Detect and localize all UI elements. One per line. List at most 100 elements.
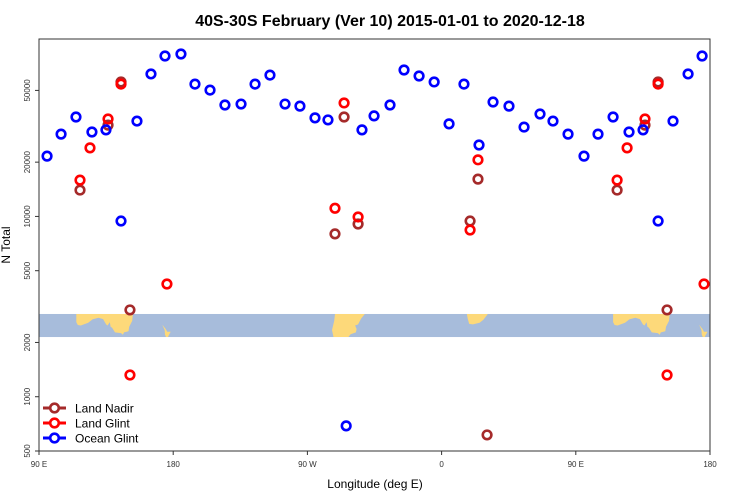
chart-title: 40S-30S February (Ver 10) 2015-01-01 to … — [195, 13, 585, 30]
ocean-glint-point — [131, 115, 143, 127]
land-glint-point — [639, 113, 651, 125]
x-tick-label: 0 — [439, 460, 444, 469]
ocean-glint-point — [322, 114, 334, 126]
land-nadir-point — [74, 184, 86, 196]
ocean-glint-point — [398, 64, 410, 76]
ocean-glint-point — [667, 115, 679, 127]
land-nadir-point — [338, 111, 350, 123]
legend-label: Land Glint — [75, 417, 130, 431]
ocean-glint-point — [607, 111, 619, 123]
legend-marker — [48, 417, 61, 429]
new-zealand-land — [698, 324, 708, 337]
land-nadir-point — [472, 173, 484, 185]
x-axis-label: Longitude (deg E) — [327, 477, 422, 491]
ocean-glint-point — [473, 139, 485, 151]
ocean-glint-point — [623, 126, 635, 138]
land-glint-point — [661, 369, 673, 381]
ocean-glint-point — [189, 78, 201, 90]
axes: 90 E 180 90 W 0 90 E 180 500 1000 2000 5000 10000 2… — [23, 38, 717, 469]
land-nadir-point — [352, 218, 364, 230]
legend-label: Ocean Glint — [75, 432, 139, 446]
ocean-glint-point — [503, 100, 515, 112]
ocean-glint-point — [235, 98, 247, 110]
y-tick-label: 50000 — [23, 79, 32, 102]
ocean-glint-point — [309, 112, 321, 124]
land-glint-point — [698, 278, 710, 290]
ocean-glint-point — [356, 124, 368, 136]
ocean-glint-point — [340, 420, 352, 432]
y-tick-label: 1000 — [23, 387, 32, 405]
ocean-glint-point — [413, 70, 425, 82]
ocean-glint-point — [696, 50, 708, 62]
y-tick-label: 20000 — [23, 150, 32, 173]
land-nadir-point — [481, 429, 493, 441]
legend-marker — [48, 402, 61, 414]
land-glint-point — [161, 278, 173, 290]
plot-frame — [38, 38, 711, 452]
x-tick-label: 180 — [167, 460, 181, 469]
ocean-glint-point — [175, 48, 187, 60]
land-glint-point — [115, 78, 127, 90]
ocean-glint-point — [562, 128, 574, 140]
ocean-glint-point — [458, 78, 470, 90]
x-tick-label: 180 — [703, 460, 717, 469]
x-tick-label: 90 E — [568, 460, 584, 469]
x-tick-label: 90 E — [31, 460, 47, 469]
y-axis-label: N Total — [0, 226, 13, 263]
ocean-glint-point — [100, 124, 112, 136]
land-glint-point — [652, 78, 664, 90]
new-zealand-land — [162, 324, 171, 337]
land-glint-point — [338, 97, 350, 109]
ocean-glint-point — [294, 100, 306, 112]
map-band — [39, 313, 710, 338]
ocean-glint-point — [368, 110, 380, 122]
ocean-glint-point — [428, 76, 440, 88]
land-nadir-point — [661, 304, 673, 316]
land-glint-point — [352, 211, 364, 223]
ocean-glint-point — [86, 126, 98, 138]
land-glint-point — [621, 142, 633, 154]
ocean-glint-point — [264, 69, 276, 81]
south-america-land — [332, 314, 365, 337]
ocean-glint-point — [534, 108, 546, 120]
land-nadir-point — [611, 184, 623, 196]
ocean-glint-point — [578, 150, 590, 162]
ocean-glint-point — [279, 98, 291, 110]
land-glint-point — [329, 202, 341, 214]
data-points — [41, 48, 710, 441]
y-tick-label: 2000 — [23, 333, 32, 351]
legend-label: Land Nadir — [75, 402, 134, 416]
y-tick-label: 5000 — [23, 261, 32, 279]
ocean-glint-point — [592, 128, 604, 140]
africa-land — [466, 314, 488, 325]
ocean-glint-point — [145, 68, 157, 80]
land-nadir-point — [464, 215, 476, 227]
australia-land — [613, 314, 670, 335]
ocean-glint-point — [159, 50, 171, 62]
ocean-glint-point — [204, 84, 216, 96]
legend-marker — [48, 432, 61, 444]
ocean-glint-point — [547, 115, 559, 127]
ocean-glint-point — [70, 111, 82, 123]
land-nadir-point — [329, 228, 341, 240]
x-tick-label: 90 W — [298, 460, 317, 469]
land-glint-point — [124, 369, 136, 381]
y-tick-label: 10000 — [23, 205, 32, 228]
ocean-glint-point — [55, 128, 67, 140]
y-tick-label: 500 — [23, 444, 32, 458]
ocean-glint-point — [637, 124, 649, 136]
australia-land — [76, 314, 133, 335]
ocean-glint-point — [115, 215, 127, 227]
ocean-glint-point — [249, 78, 261, 90]
ocean-glint-point — [443, 118, 455, 130]
land-glint-point — [472, 154, 484, 166]
ocean-glint-point — [652, 215, 664, 227]
ocean-glint-point — [219, 99, 231, 111]
land-glint-point — [102, 113, 114, 125]
ocean-glint-point — [41, 150, 53, 162]
ocean-glint-point — [384, 99, 396, 111]
land-glint-point — [74, 174, 86, 186]
